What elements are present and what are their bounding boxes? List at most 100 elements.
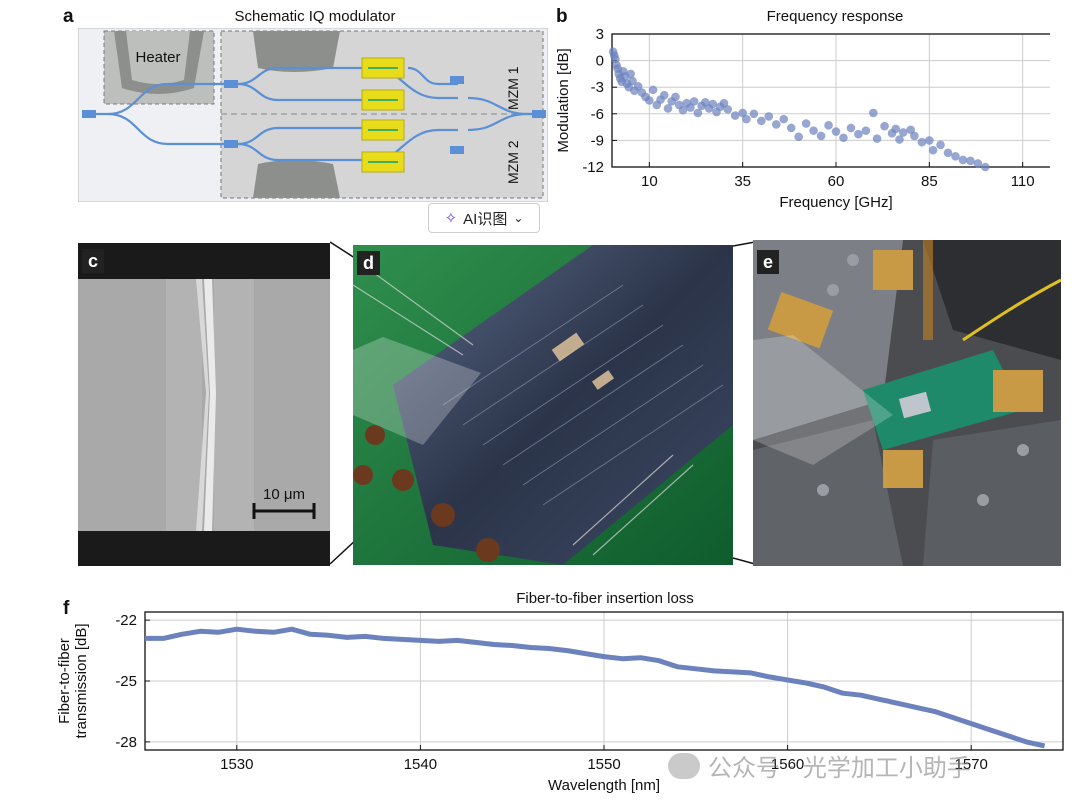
data-point — [936, 140, 945, 150]
data-point — [880, 121, 889, 131]
data-point — [701, 97, 710, 107]
data-point — [816, 131, 826, 141]
x-axis-label: Frequency [GHz] — [779, 194, 892, 211]
data-point — [981, 162, 990, 172]
data-point — [771, 120, 781, 129]
transmission-line — [145, 626, 1046, 749]
data-point — [966, 156, 975, 166]
watermark: 公众号 · 光学加工小助手 — [668, 748, 971, 783]
x-tick-label: 35 — [734, 173, 751, 190]
data-point — [917, 137, 927, 147]
panel-d-letter: d — [357, 251, 380, 275]
data-point — [749, 109, 759, 119]
chip-photo: d — [353, 245, 733, 565]
y-tick-label: 3 — [596, 26, 604, 43]
data-point — [786, 123, 796, 133]
data-point — [633, 82, 643, 91]
data-point — [708, 99, 718, 109]
data-point — [951, 152, 960, 161]
data-point — [794, 132, 803, 142]
y-tick-label: 0 — [596, 53, 604, 70]
data-point — [958, 155, 968, 165]
frequency-response-chart: 10 35 60 85 110 3 0 -3 -6 -9 -12 Frequency [GHz] Mod… — [555, 26, 1050, 211]
sparkle-icon: ✧ — [444, 210, 458, 227]
data-point — [663, 104, 673, 113]
x-tick-label: 1550 — [587, 756, 620, 773]
data-point — [809, 126, 818, 135]
chevron-down-icon: ⌄ — [513, 211, 524, 225]
data-point — [659, 90, 669, 100]
data-point — [839, 133, 848, 143]
x-tick-label: 110 — [1011, 173, 1035, 190]
data-point — [628, 76, 637, 86]
data-point — [895, 135, 904, 144]
data-point — [891, 124, 901, 134]
data-point — [730, 111, 740, 120]
data-point — [872, 134, 882, 143]
y-axis-label: Modulation [dB] — [555, 48, 572, 152]
data-point — [648, 85, 658, 95]
y-tick-label: -12 — [582, 159, 604, 176]
panel-a-title: Schematic IQ modulator — [234, 8, 396, 25]
data-point — [831, 127, 841, 136]
data-point — [645, 96, 654, 105]
data-point — [801, 119, 811, 128]
x-tick-label: 60 — [828, 173, 845, 190]
y-tick-label: -25 — [115, 673, 137, 690]
y-tick-label: -3 — [591, 79, 604, 96]
x-tick-label: 1530 — [220, 756, 253, 773]
y-tick-label: -6 — [591, 106, 604, 123]
y-tick-label: -28 — [115, 734, 137, 751]
data-point — [757, 116, 766, 126]
data-point — [910, 131, 919, 141]
data-point — [723, 105, 733, 114]
probe-station-photo: e — [753, 240, 1061, 566]
data-point — [693, 108, 703, 118]
data-point — [846, 123, 856, 133]
panel-c-letter: c — [82, 249, 105, 273]
data-point — [854, 129, 863, 139]
x-tick-label: 10 — [641, 173, 658, 190]
panel-b-letter: b — [556, 6, 568, 27]
data-point — [738, 108, 747, 118]
ai-image-recognition-button[interactable]: ✧ AI识图 ⌄ — [428, 203, 540, 233]
x-tick-label: 1540 — [404, 756, 437, 773]
mzm2-label: MZM 2 — [505, 140, 521, 184]
y-tick-label: -22 — [115, 612, 137, 629]
data-point — [943, 148, 953, 158]
data-point — [973, 159, 983, 168]
data-point — [678, 105, 688, 115]
panel-e-letter: e — [757, 250, 780, 274]
data-point — [898, 128, 908, 137]
y-tick-label: -9 — [591, 132, 604, 149]
wechat-icon — [668, 752, 700, 779]
scale-bar-label: 10 μm — [263, 486, 305, 503]
data-point — [824, 121, 833, 130]
data-point — [626, 69, 635, 79]
panel-a-letter: a — [63, 6, 74, 27]
data-point — [764, 112, 774, 121]
mzm1-label: MZM 1 — [505, 66, 521, 110]
data-point — [742, 114, 751, 124]
sem-image: 10 μm c — [78, 243, 330, 566]
x-tick-label: 1560 — [771, 756, 804, 773]
data-point — [689, 97, 699, 106]
x-tick-label: 1570 — [955, 756, 988, 773]
data-point — [928, 145, 938, 155]
y-axis-label: Fiber-to-fibertransmission [dB] — [56, 623, 90, 738]
panel-f-letter: f — [63, 598, 70, 619]
insertion-loss-chart: 1530 1540 1550 1560 1570 -22 -25 -28 Wavelength … — [56, 611, 1064, 794]
x-tick-label: 85 — [921, 173, 938, 190]
chart-f-title: Fiber-to-fiber insertion loss — [516, 590, 694, 607]
data-point — [906, 125, 915, 135]
data-point — [925, 136, 934, 145]
data-point — [861, 126, 871, 135]
watermark-text: 公众号 · 光学加工小助手 — [708, 754, 971, 782]
ai-button-label: AI识图 — [463, 210, 508, 228]
data-point — [686, 103, 695, 112]
data-point — [671, 92, 680, 102]
heater-label: Heater — [135, 49, 180, 66]
x-axis-label: Wavelength [nm] — [548, 777, 660, 794]
data-point — [719, 98, 729, 108]
chart-b-title: Frequency response — [766, 8, 904, 25]
